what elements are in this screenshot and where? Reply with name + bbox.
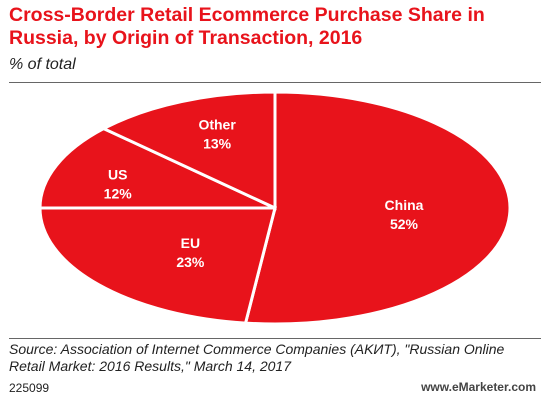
slice-value-eu: 23% [176, 254, 205, 270]
pie-slice-china [243, 90, 512, 326]
pie-slice-other [100, 90, 277, 211]
pie-slice-us [38, 126, 276, 210]
chart-id: 225099 [9, 381, 50, 395]
bottom-divider [9, 338, 541, 339]
slice-label-eu: EU [181, 235, 200, 251]
slice-value-china: 52% [390, 216, 419, 232]
top-divider [9, 82, 541, 83]
slice-label-china: China [385, 197, 424, 213]
chart-subtitle: % of total [9, 56, 76, 73]
slice-value-us: 12% [104, 186, 133, 202]
pie-chart: China 52% EU 23% US 12% Other 13% [38, 90, 512, 326]
chart-title: Cross-Border Retail Ecommerce Purchase S… [9, 4, 485, 49]
source-note: Source: Association of Internet Commerce… [9, 341, 505, 374]
brand-mark: www.eMarketer.com [421, 380, 536, 394]
pie-slice-eu [38, 206, 277, 325]
slice-label-us: US [108, 167, 127, 183]
slice-value-other: 13% [203, 135, 232, 151]
slice-label-other: Other [198, 116, 236, 132]
